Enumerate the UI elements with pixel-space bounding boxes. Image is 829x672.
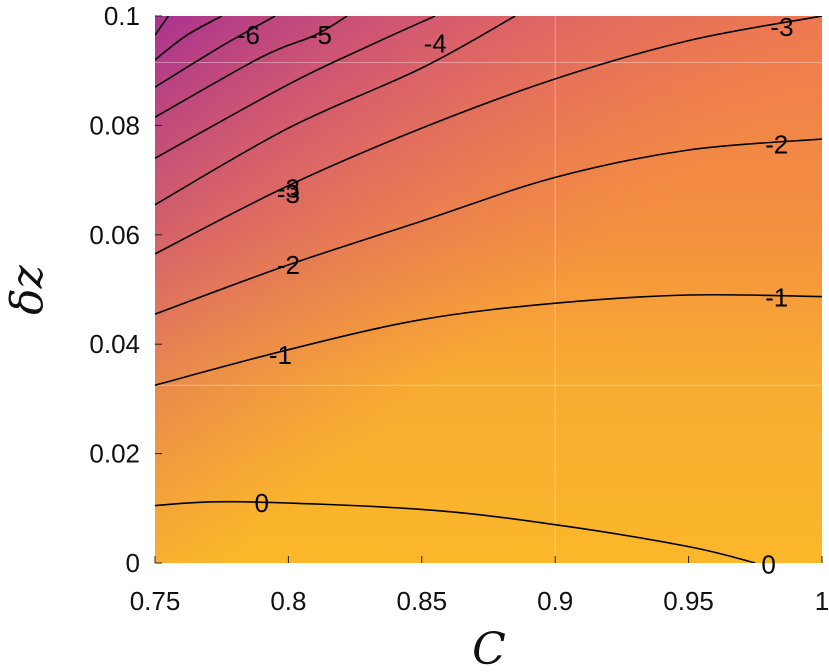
x-axis-label: C [472, 624, 506, 672]
contour-label: -2 [765, 130, 788, 160]
y-tick-label: 0.06 [89, 220, 140, 250]
grid [155, 16, 822, 563]
contour-line--6 [155, 16, 276, 88]
y-axis-label: δz [2, 264, 53, 314]
contour-label: -3 [277, 173, 300, 203]
x-tick-label: 0.85 [396, 586, 447, 616]
contour-label: 0 [254, 488, 268, 518]
y-tick-label: 0.02 [89, 439, 140, 469]
contour-label: -3 [277, 179, 300, 209]
contour-line--8 [155, 16, 169, 36]
contour-lines [155, 16, 822, 563]
y-tick-label: 0 [126, 548, 140, 578]
x-axis-ticks: 0.75 0.8 0.85 0.9 0.95 1 [130, 556, 829, 616]
contour-label: -3 [770, 12, 793, 42]
contour-labels: 00-1-1-2-2-3-3-3-4-5-6 [237, 12, 794, 580]
x-tick-label: 0.75 [130, 586, 181, 616]
contour-line--3 [155, 16, 822, 255]
contour-line--1 [155, 293, 822, 386]
contour-label: -6 [237, 20, 260, 50]
contour-line-0 [155, 500, 756, 563]
x-tick-label: 0.8 [270, 586, 306, 616]
contour-label: -1 [269, 340, 292, 370]
x-tick-label: 0.95 [663, 586, 714, 616]
contour-line--4 [155, 16, 436, 159]
y-tick-label: 0.04 [89, 329, 140, 359]
x-tick-label: 0.9 [537, 586, 573, 616]
contour-label: 0 [761, 550, 775, 580]
contour-label: -1 [765, 283, 788, 313]
contour-label: -2 [277, 250, 300, 280]
heatmap-overlay [155, 16, 822, 563]
y-axis-ticks: 0 0.02 0.04 0.06 0.08 0.1 [89, 1, 162, 578]
contour-label: -5 [309, 20, 332, 50]
contour-line--5 [155, 16, 348, 118]
x-tick-label: 1 [815, 586, 829, 616]
contour-line--2 [155, 138, 822, 315]
contour-line--7 [155, 16, 223, 61]
y-tick-label: 0.08 [89, 110, 140, 140]
plot-area: 00-1-1-2-2-3-3-3-4-5-6 [155, 12, 822, 580]
y-tick-label: 0.1 [104, 1, 140, 31]
contour-line--3 [155, 16, 516, 206]
contour-label: -4 [424, 28, 447, 58]
